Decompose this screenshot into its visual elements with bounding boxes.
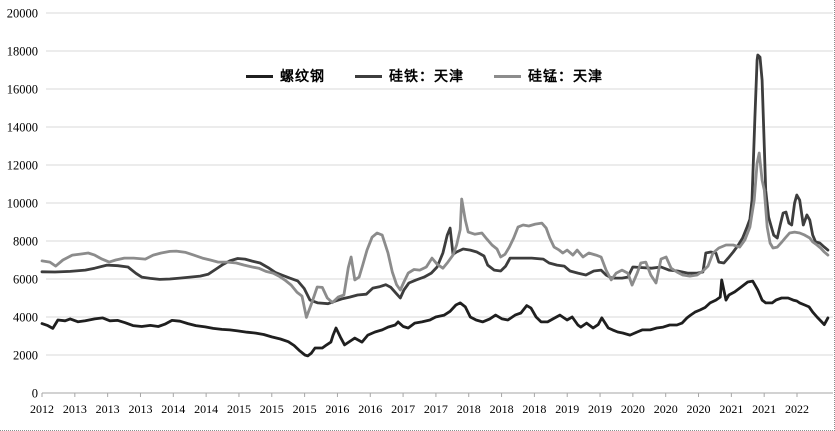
- y-axis-tick-label: 8000: [13, 235, 38, 249]
- legend: 螺纹钢 硅铁：天津 硅锰：天津: [246, 66, 603, 86]
- legend-line-marker: [494, 74, 521, 78]
- legend-label: 螺纹钢: [280, 70, 325, 85]
- x-axis-tick-label: 2021: [752, 402, 776, 416]
- cropped-left-glyph: 0: [0, 200, 1, 216]
- x-axis-tick-label: 2015: [260, 402, 284, 416]
- x-axis-tick-label: 2017: [424, 402, 448, 416]
- y-axis-tick-label: 12000: [7, 159, 38, 173]
- legend-line-marker: [355, 74, 382, 78]
- x-axis-tick-label: 2016: [325, 402, 349, 416]
- x-axis-tick-label: 2012: [30, 402, 54, 416]
- y-axis-tick-label: 18000: [7, 45, 38, 59]
- y-axis-tick-label: 4000: [13, 311, 38, 325]
- x-axis-tick-label: 2019: [588, 402, 612, 416]
- x-axis-tick-label: 2018: [457, 402, 481, 416]
- series-line-2: [40, 151, 830, 319]
- legend-item-ferrosilicon: 硅铁：天津: [355, 66, 464, 86]
- y-axis-tick-label: 14000: [7, 121, 38, 135]
- x-axis-tick-label: 2016: [358, 402, 382, 416]
- x-axis-tick-label: 2013: [96, 402, 120, 416]
- x-axis-tick-label: 2019: [555, 402, 579, 416]
- x-axis-tick-label: 2013: [63, 402, 87, 416]
- legend-label: 硅铁：天津: [389, 70, 464, 85]
- x-axis-tick-label: 2015: [293, 402, 317, 416]
- legend-line-marker: [246, 74, 273, 78]
- x-axis-tick-label: 2013: [128, 402, 152, 416]
- x-axis-tick-label: 2018: [522, 402, 546, 416]
- y-axis-tick-label: 10000: [7, 197, 38, 211]
- x-axis-tick-label: 2014: [194, 402, 218, 416]
- y-axis-tick-label: 6000: [13, 273, 38, 287]
- y-axis-tick-label: 0: [32, 387, 38, 401]
- legend-item-rebar: 螺纹钢: [246, 66, 325, 86]
- x-axis-tick-label: 2020: [654, 402, 678, 416]
- y-axis-tick-label: 16000: [7, 83, 38, 97]
- legend-item-silicomanganese: 硅锰：天津: [494, 66, 603, 86]
- x-axis-tick-label: 2022: [785, 402, 809, 416]
- legend-label: 硅锰：天津: [528, 70, 603, 85]
- x-axis-tick-label: 2015: [227, 402, 251, 416]
- y-axis-tick-label: 20000: [7, 7, 38, 21]
- x-axis-tick-label: 2017: [391, 402, 415, 416]
- x-axis-tick-label: 2018: [490, 402, 514, 416]
- x-axis-tick-label: 2020: [687, 402, 711, 416]
- series-line-1: [40, 53, 830, 306]
- series-line-0: [40, 278, 830, 358]
- x-axis-tick-label: 2021: [719, 402, 743, 416]
- x-axis-tick-label: 2020: [621, 402, 645, 416]
- x-axis-tick-label: 2014: [161, 402, 185, 416]
- y-axis-tick-label: 2000: [13, 349, 38, 363]
